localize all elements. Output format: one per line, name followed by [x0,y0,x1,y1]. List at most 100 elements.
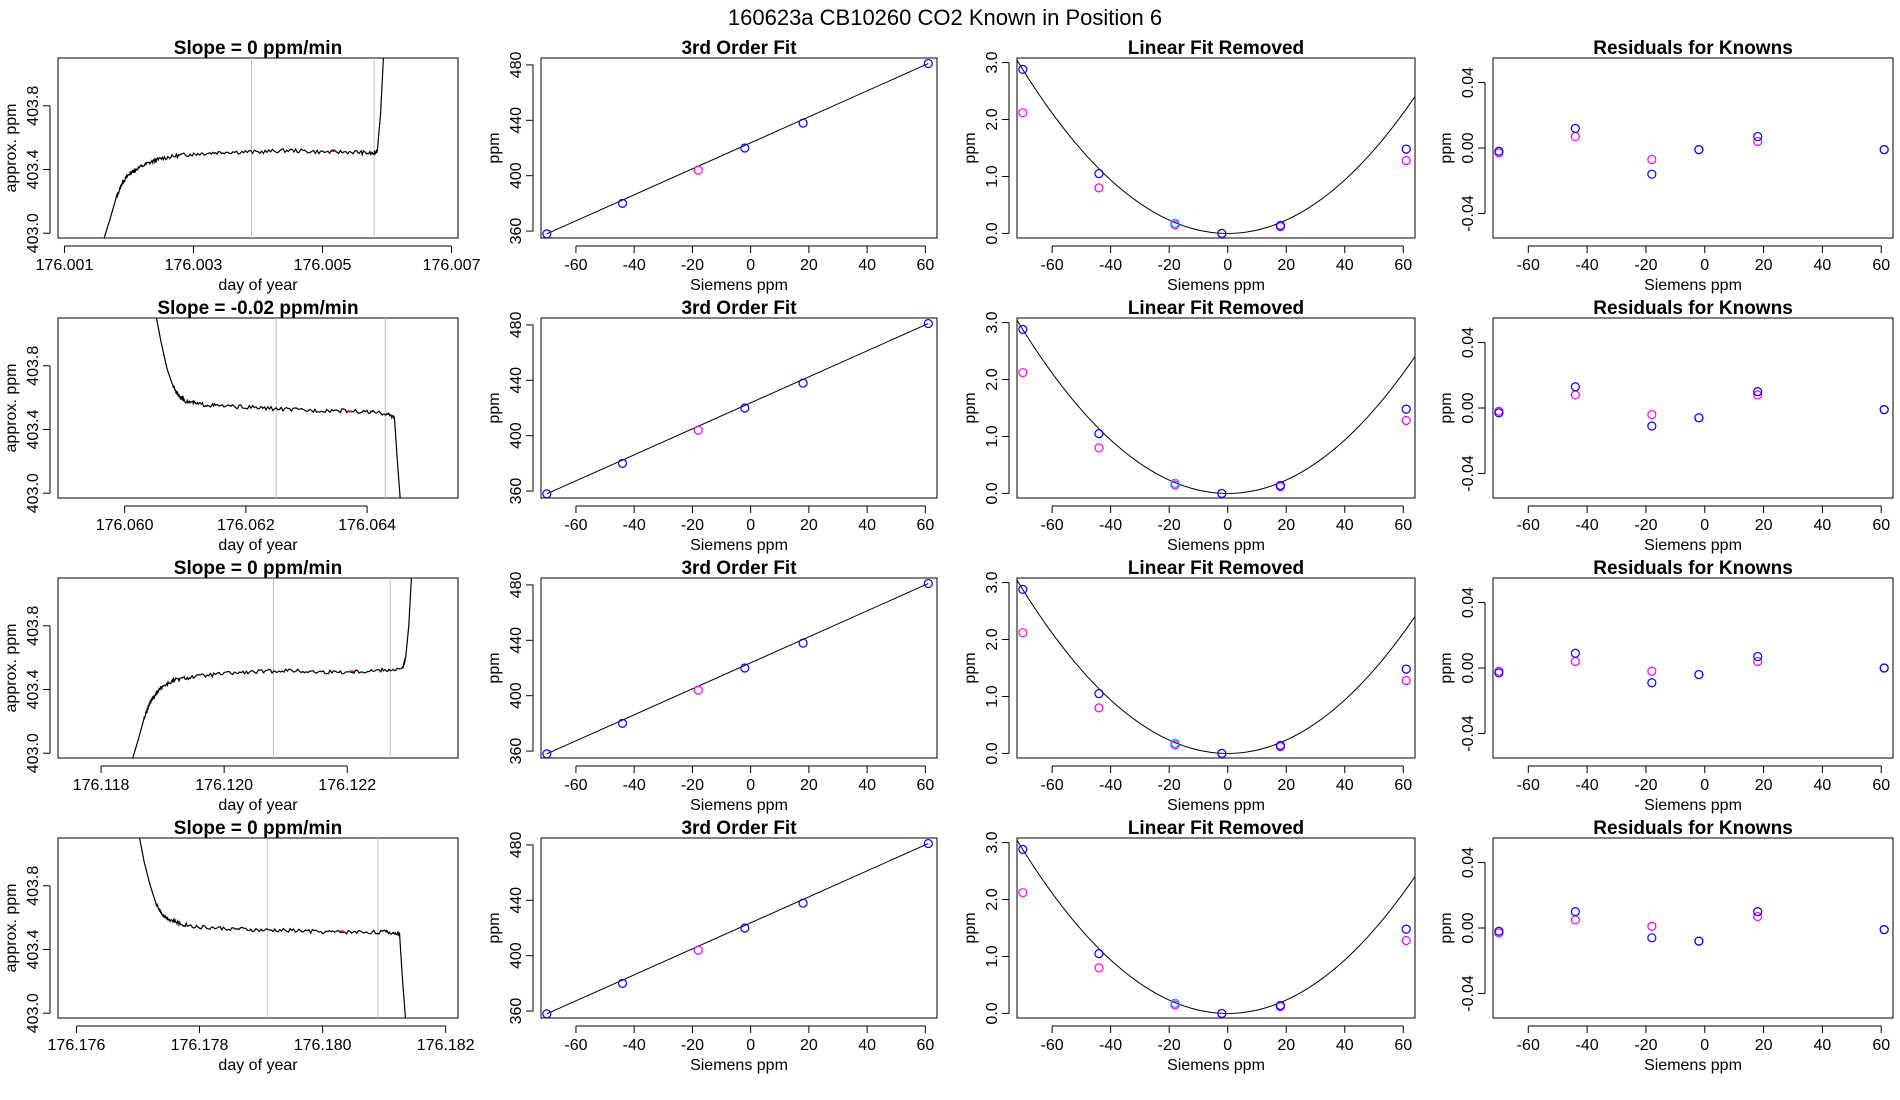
y-tick-label: 440 [508,107,525,134]
fit-point [693,425,703,435]
y-axis-label: ppm [486,912,503,943]
y-axis: 403.0 403.4 403.8 approx. ppm [3,86,51,253]
y-tick-label: 1.0 [984,165,1001,187]
x-tick-label: -40 [623,517,646,534]
x-tick-label: 60 [916,517,934,534]
fit-point [798,378,808,388]
x-axis: 176.060 176.062 176.064 day of year [96,505,396,554]
inner-point [1275,220,1285,231]
x-axis-label: day of year [218,277,298,294]
y-tick-label: 403.4 [25,409,42,449]
inner-point [1170,998,1180,1008]
y-axis-label: ppm [1438,392,1455,423]
inner-residual [1647,933,1657,943]
outer-residual [1753,390,1763,400]
x-axis-label: day of year [218,797,298,814]
x-tick-label: 60 [916,777,934,794]
outer-point [1094,443,1104,453]
panel-title: 3rd Order Fit [681,558,797,579]
x-tick-label: 20 [800,517,818,534]
data-layer [132,578,413,758]
inner-residual [1879,663,1889,673]
fit-point [740,403,750,413]
x-axis: -60 -40 -20 0 20 40 60 Siemens ppm [1041,245,1412,294]
inner-point [1217,748,1227,758]
y-axis-label: ppm [1438,652,1455,683]
y-tick-label: 360 [508,998,525,1025]
y-axis: -0.04 0.00 0.04 ppm [1438,327,1486,492]
x-tick-label: 40 [1814,1037,1832,1054]
y-tick-label: 0.0 [984,482,1001,504]
fit-point [542,489,552,498]
x-tick-label: 176.003 [165,257,223,274]
x-tick-label: 20 [1755,257,1773,274]
y-tick-label: 0.00 [1460,392,1477,423]
inner-residual [1694,936,1704,946]
inner-residual [1494,926,1504,936]
y-axis-label: ppm [962,912,979,943]
x-tick-label: 176.062 [217,517,275,534]
x-tick-label: 0 [1700,1037,1709,1054]
y-tick-label: 360 [508,478,525,505]
y-tick-label: 400 [508,682,525,709]
x-tick-label: -20 [1158,777,1181,794]
y-tick-label: 440 [508,627,525,654]
inner-point [1018,324,1028,334]
y-tick-label: 400 [508,422,525,449]
plot-frame [1016,577,1416,759]
y-axis-label: ppm [1438,912,1455,943]
x-tick-label: -60 [1517,257,1540,274]
inner-residual [1879,145,1889,155]
y-axis-label: ppm [962,652,979,683]
outer-residual [1570,656,1580,667]
plot-frame [540,577,938,759]
x-tick-label: 60 [1394,777,1412,794]
inner-residual [1879,405,1889,415]
panel-title: Slope = -0.02 ppm/min [157,298,358,319]
x-axis: -60 -40 -20 0 20 40 60 Siemens ppm [564,505,934,554]
co2-trace [155,318,401,498]
x-tick-label: 0 [1223,1037,1232,1054]
fit-line [546,323,929,495]
inner-point [1094,169,1104,179]
y-tick-label: 403.4 [25,929,42,969]
x-axis: -60 -40 -20 0 20 40 60 Siemens ppm [564,765,934,814]
inner-point [1217,1008,1227,1018]
data-layer [1494,648,1889,688]
inner-point [1018,64,1028,74]
x-axis-label: Siemens ppm [1167,277,1265,294]
x-tick-label: 40 [1336,777,1354,794]
x-tick-label: 20 [800,257,818,274]
y-tick-label: 1.0 [984,685,1001,707]
x-axis-label: Siemens ppm [1167,797,1265,814]
x-tick-label: 20 [1755,777,1773,794]
x-tick-label: 0 [1223,777,1232,794]
x-axis: -60 -40 -20 0 20 40 60 Siemens ppm [1041,505,1412,554]
x-tick-label: -40 [1099,1037,1122,1054]
x-tick-label: 60 [1872,517,1890,534]
x-tick-label: -60 [1041,257,1064,274]
y-tick-label: 403.0 [25,993,42,1033]
inner-point [1094,689,1104,699]
y-axis: 360 400 440 480 ppm [486,51,534,244]
x-tick-label: -40 [1576,257,1599,274]
inner-residual [1494,668,1504,678]
plot-frame [57,57,459,239]
x-tick-label: 20 [1755,1037,1773,1054]
outer-point [1401,935,1411,946]
plot-frame [1492,577,1894,759]
inner-residual [1647,169,1657,179]
inner-residual [1753,651,1763,662]
plot-frame [1492,57,1894,239]
outer-residual [1570,131,1580,142]
inner-residual [1753,387,1763,397]
x-tick-label: -40 [623,257,646,274]
x-tick-label: -60 [1041,1037,1064,1054]
x-tick-label: -40 [1099,257,1122,274]
x-axis: -60 -40 -20 0 20 40 60 Siemens ppm [1041,1025,1412,1074]
x-axis-label: Siemens ppm [690,797,788,814]
x-tick-label: 60 [1394,257,1412,274]
x-axis: -60 -40 -20 0 20 40 60 Siemens ppm [564,1025,934,1074]
x-tick-label: 20 [800,777,818,794]
